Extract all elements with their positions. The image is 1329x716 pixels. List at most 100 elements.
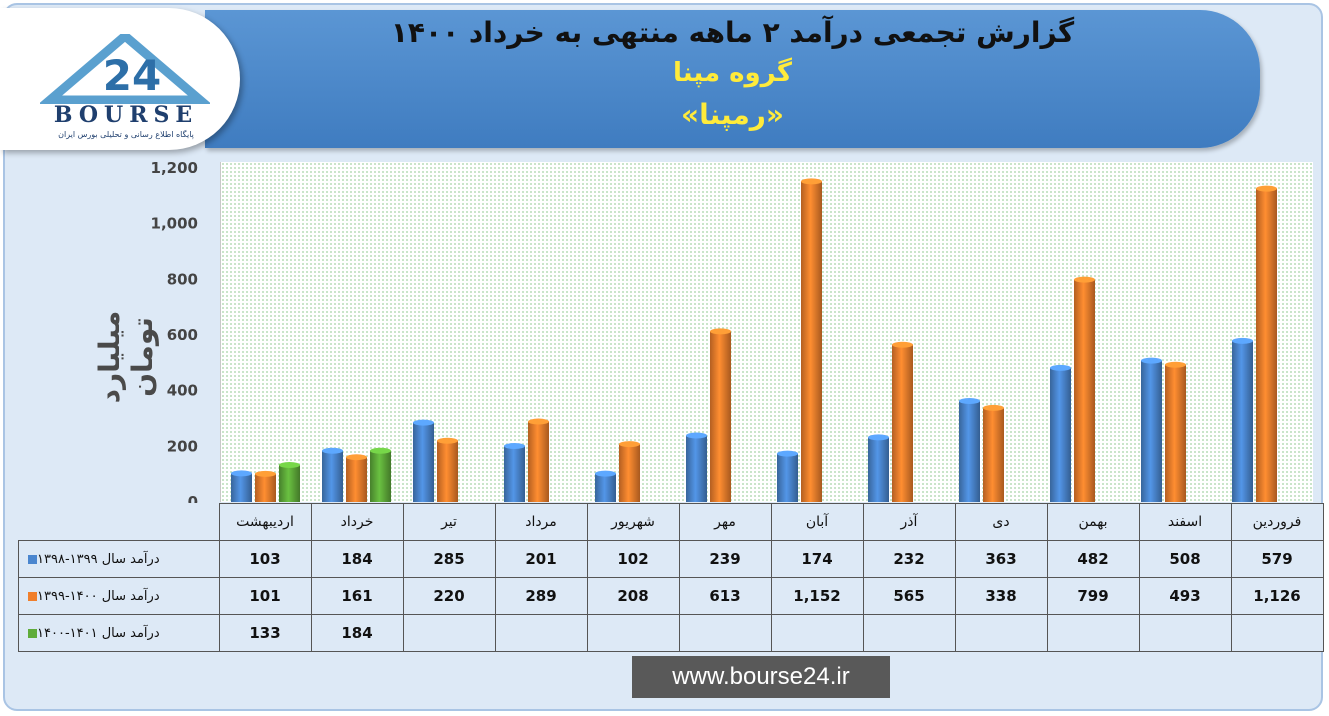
bar-cap [983, 404, 1004, 411]
bar [710, 331, 731, 502]
bourse24-logo: 24 BOURSE پایگاه اطلاع رسانی و تحلیلی بو… [0, 8, 240, 150]
bar-cap [504, 443, 525, 450]
website-url[interactable]: www.bourse24.ir [632, 656, 890, 698]
bar-cap [413, 419, 434, 426]
category-label: مهر [678, 503, 772, 541]
bar [619, 444, 640, 502]
report-title: گزارش تجمعی درآمد ۲ ماهه منتهی به خرداد … [390, 16, 1075, 49]
stock-symbol: «رمپنا» [680, 98, 784, 131]
data-value: 184 [310, 614, 404, 652]
category-label: خرداد [310, 503, 404, 541]
bar [892, 344, 913, 502]
bar-cap [346, 454, 367, 461]
data-value [954, 614, 1048, 652]
category-label: اسفند [1138, 503, 1232, 541]
bar-cap [1074, 276, 1095, 283]
data-value: 201 [494, 540, 588, 578]
data-value: 102 [586, 540, 680, 578]
table-corner [19, 504, 220, 541]
data-value [862, 614, 956, 652]
category-label: آبان [770, 503, 864, 541]
legend-entry: درآمد سال ۱۳۹۹-۱۳۹۸ [18, 540, 220, 578]
category-label: بهمن [1046, 503, 1140, 541]
data-value: 1,152 [770, 577, 864, 615]
data-value: 613 [678, 577, 772, 615]
legend-entry: درآمد سال ۱۴۰۰-۱۳۹۹ [18, 577, 220, 615]
bar-cap [619, 441, 640, 448]
data-value: 133 [218, 614, 312, 652]
bar-cap [1232, 337, 1253, 344]
bar [1074, 279, 1095, 502]
bar-cap [959, 397, 980, 404]
category-label: تیر [402, 503, 496, 541]
data-value: 482 [1046, 540, 1140, 578]
bar [255, 473, 276, 502]
data-value: 285 [402, 540, 496, 578]
category-label: اردیبهشت [218, 503, 312, 541]
legend-swatch [28, 554, 37, 564]
bar [1232, 340, 1253, 502]
data-value: 289 [494, 577, 588, 615]
data-value: 103 [218, 540, 312, 578]
data-value: 493 [1138, 577, 1232, 615]
category-label: شهریور [586, 503, 680, 541]
bar-cap [777, 450, 798, 457]
data-value: 338 [954, 577, 1048, 615]
bar [777, 453, 798, 502]
category-label: آذر [862, 503, 956, 541]
logo-number: 24 [103, 51, 161, 100]
category-label: فروردین [1230, 503, 1324, 541]
bar-chart [231, 178, 1277, 502]
bar [370, 450, 391, 502]
bar [413, 422, 434, 502]
bar-cap [370, 447, 391, 454]
y-tick-label: 200 [167, 437, 198, 455]
data-value: 565 [862, 577, 956, 615]
data-value: 184 [310, 540, 404, 578]
bar [959, 400, 980, 502]
bar [231, 473, 252, 502]
data-value: 1,126 [1230, 577, 1324, 615]
bar [322, 450, 343, 502]
data-value [1138, 614, 1232, 652]
data-table: اردیبهشت خرداد تیر مرداد شهریور مهر آبان آذر دی ب… [18, 503, 1324, 652]
logo-wordmark: BOURSE [53, 102, 199, 128]
series-name: درآمد سال ۱۳۹۹-۱۳۹۸ [37, 551, 160, 567]
data-value [494, 614, 588, 652]
y-tick-label: 600 [167, 326, 198, 344]
bar-cap [595, 470, 616, 477]
bar-cap [710, 328, 731, 335]
bar [1165, 364, 1186, 502]
logo-mountain-icon: 24 [40, 34, 210, 104]
bar [504, 446, 525, 502]
title-banner [205, 10, 1260, 148]
data-value: 239 [678, 540, 772, 578]
data-value: 508 [1138, 540, 1232, 578]
y-axis: 0 200 400 600 800 1,000 1,200 [151, 159, 198, 511]
bar-cap [437, 437, 458, 444]
data-value [586, 614, 680, 652]
category-label: دی [954, 503, 1048, 541]
logo-tagline: پایگاه اطلاع رسانی و تحلیلی بورس ایران [58, 130, 194, 139]
series-name: درآمد سال ۱۴۰۱-۱۴۰۰ [37, 625, 160, 641]
plot-area [220, 162, 1313, 502]
data-value [678, 614, 772, 652]
data-value: 232 [862, 540, 956, 578]
category-label: مرداد [494, 503, 588, 541]
data-value: 220 [402, 577, 496, 615]
bar [983, 407, 1004, 502]
table-row: درآمد سال ۱۳۹۹-۱۳۹۸ 103 184 285 201 102 239 174… [18, 540, 1324, 578]
bar-cap [322, 447, 343, 454]
legend-entry: درآمد سال ۱۴۰۱-۱۴۰۰ [18, 614, 220, 652]
bar-cap [528, 418, 549, 425]
bar [801, 181, 822, 502]
bar-cap [1050, 364, 1071, 371]
bar-cap [892, 341, 913, 348]
bar [595, 473, 616, 502]
series-name: درآمد سال ۱۴۰۰-۱۳۹۹ [37, 588, 160, 604]
data-value: 208 [586, 577, 680, 615]
table-row: درآمد سال ۱۴۰۱-۱۴۰۰ 133 184 [18, 614, 1324, 652]
bar-cap [279, 461, 300, 468]
legend-swatch [28, 628, 37, 638]
data-value: 363 [954, 540, 1048, 578]
